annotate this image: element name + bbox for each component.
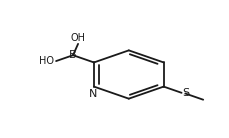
Text: HO: HO xyxy=(39,56,54,66)
Text: B: B xyxy=(69,50,76,60)
Text: OH: OH xyxy=(70,33,85,43)
Text: N: N xyxy=(88,89,97,99)
Text: S: S xyxy=(181,88,188,98)
